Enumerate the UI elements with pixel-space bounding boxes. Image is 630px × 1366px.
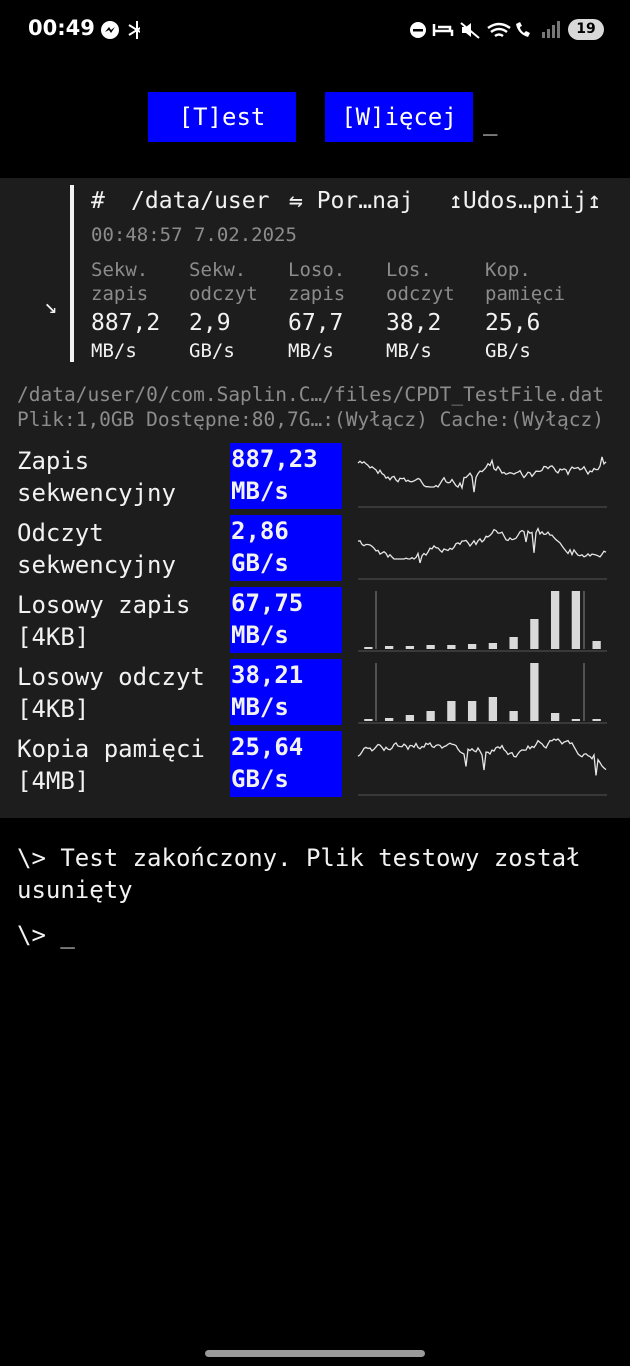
chart-bar bbox=[592, 719, 601, 721]
summary-column: Kop. pamięci 25,6 GB/s bbox=[485, 258, 581, 364]
chart-bar bbox=[592, 641, 601, 649]
column-unit: MB/s bbox=[91, 340, 137, 362]
chart-bar bbox=[509, 637, 518, 649]
chart-bar bbox=[530, 663, 539, 721]
summary-column: Loso. zapis 67,7 MB/s bbox=[288, 258, 384, 364]
column-label: Sekw. odczyt bbox=[189, 259, 258, 305]
chart-bar bbox=[384, 646, 394, 649]
chart-bar bbox=[467, 701, 477, 721]
summary-path: /data/user bbox=[131, 188, 270, 214]
summary-column: Los. odczyt 38,2 MB/s bbox=[386, 258, 482, 364]
summary-column: Sekw. zapis 887,2 MB/s bbox=[91, 258, 187, 364]
result-value: 2,86 bbox=[231, 517, 289, 545]
column-value: 2,9 bbox=[189, 310, 231, 336]
share-button[interactable]: ↥Udos…pnij↥ bbox=[449, 188, 602, 214]
expand-arrow[interactable]: ↘ bbox=[44, 294, 58, 319]
chart-bar bbox=[509, 711, 518, 721]
column-value: 67,7 bbox=[288, 310, 344, 336]
column-label: Sekw. zapis bbox=[91, 259, 149, 305]
result-unit: GB/s bbox=[231, 549, 289, 577]
status-time: 00:49 bbox=[28, 16, 95, 40]
chart-bar bbox=[364, 719, 373, 721]
compare-button[interactable]: ⇋ Por…naj bbox=[289, 188, 414, 214]
result-value: 38,21 bbox=[231, 661, 304, 689]
column-value: 25,6 bbox=[485, 310, 541, 336]
result-value: 887,23 bbox=[231, 445, 318, 473]
chart-bar bbox=[426, 711, 435, 721]
status-icons-left bbox=[101, 21, 140, 39]
result-value: 25,64 bbox=[231, 733, 304, 761]
column-unit: GB/s bbox=[485, 340, 531, 362]
test-button[interactable]: [T]est bbox=[148, 92, 296, 142]
chart-bar bbox=[405, 646, 415, 649]
home-indicator[interactable] bbox=[205, 1350, 425, 1357]
chart-bar bbox=[550, 591, 560, 649]
result-name: Odczyt sekwencyjny bbox=[17, 519, 176, 579]
file-details: Plik:1,0GB Dostępne:80,7G…:(Wyłącz) Cach… bbox=[17, 408, 604, 431]
result-name: Kopia pamięci [4MB] bbox=[17, 735, 205, 795]
result-name: Zapis sekwencyjny bbox=[17, 447, 176, 507]
column-label: Los. odczyt bbox=[386, 259, 455, 305]
chart-bar bbox=[571, 719, 581, 721]
hash-icon[interactable]: # bbox=[91, 188, 105, 214]
result-name: Losowy zapis [4KB] bbox=[17, 591, 191, 651]
battery-level: 19 bbox=[568, 19, 604, 40]
result-unit: MB/s bbox=[231, 693, 289, 721]
column-label: Kop. pamięci bbox=[485, 259, 566, 305]
column-value: 38,2 bbox=[386, 310, 442, 336]
chart-bar bbox=[364, 647, 373, 649]
chart-bar bbox=[384, 718, 394, 721]
console-line: \> Test zakończony. Plik testowy został … bbox=[17, 844, 581, 904]
result-unit: MB/s bbox=[231, 477, 289, 505]
result-value-box: 887,23 MB/s bbox=[230, 443, 342, 509]
timestamp: 00:48:57 7.02.2025 bbox=[91, 224, 297, 246]
console-line: \> _ bbox=[17, 921, 75, 949]
column-value: 887,2 bbox=[91, 310, 161, 336]
result-value-box: 67,75 MB/s bbox=[230, 587, 342, 653]
status-icons-right bbox=[410, 21, 560, 39]
chart-bar bbox=[488, 643, 498, 649]
summary-column: Sekw. odczyt 2,9 GB/s bbox=[189, 258, 285, 364]
result-charts bbox=[357, 456, 607, 796]
column-unit: MB/s bbox=[288, 340, 334, 362]
result-value-box: 25,64 GB/s bbox=[230, 731, 342, 797]
chart-bar bbox=[550, 713, 560, 721]
chart-bar bbox=[467, 644, 477, 649]
chart-bar bbox=[426, 645, 435, 649]
chart-sparkline bbox=[357, 526, 607, 564]
result-name: Losowy odczyt [4KB] bbox=[17, 663, 205, 723]
column-unit: GB/s bbox=[189, 340, 235, 362]
column-unit: MB/s bbox=[386, 340, 432, 362]
chart-bar bbox=[571, 591, 581, 649]
result-value-box: 2,86 GB/s bbox=[230, 515, 342, 581]
chart-sparkline bbox=[357, 738, 607, 776]
result-unit: MB/s bbox=[231, 621, 289, 649]
column-label: Loso. zapis bbox=[288, 259, 346, 305]
chart-bar bbox=[405, 715, 415, 721]
result-value: 67,75 bbox=[231, 589, 304, 617]
result-value-box: 38,21 MB/s bbox=[230, 659, 342, 725]
chart-bar bbox=[488, 697, 498, 721]
chart-sparkline bbox=[357, 456, 607, 493]
result-unit: GB/s bbox=[231, 765, 289, 793]
cursor: _ bbox=[483, 108, 498, 136]
chart-bar bbox=[447, 645, 456, 649]
more-button[interactable]: [W]ięcej bbox=[325, 92, 473, 142]
chart-bar bbox=[447, 701, 456, 721]
summary-marker bbox=[70, 185, 74, 362]
chart-bar bbox=[530, 619, 539, 649]
file-path: /data/user/0/com.Saplin.C…/files/CPDT_Te… bbox=[17, 383, 604, 406]
